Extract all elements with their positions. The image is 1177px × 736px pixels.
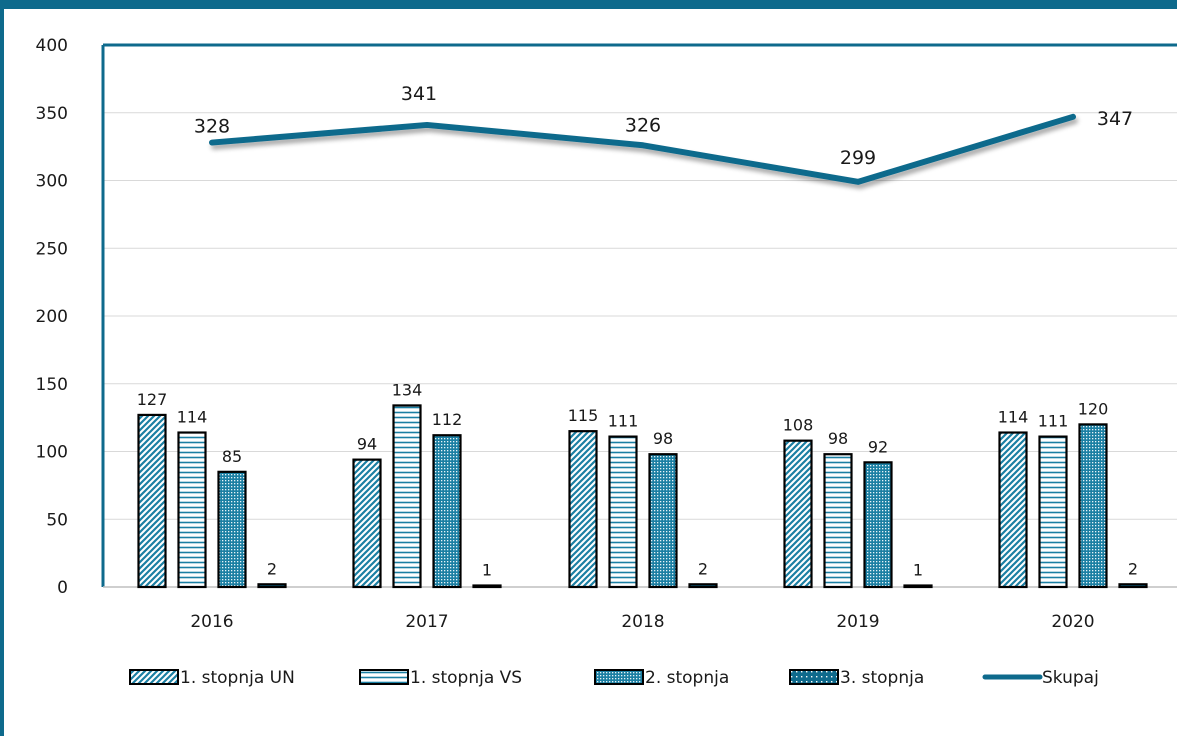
plot-area-border [101, 43, 1177, 587]
legend-swatch [594, 669, 644, 685]
bar [903, 584, 933, 589]
y-tick-label: 0 [57, 578, 68, 598]
bar-data-label: 2 [1128, 559, 1138, 578]
bar [783, 439, 813, 589]
bar [392, 404, 422, 589]
y-tick-label: 200 [36, 307, 68, 327]
x-tick-label: 2016 [190, 612, 233, 632]
bar-data-label: 115 [568, 406, 599, 425]
x-tick-label: 2019 [836, 612, 879, 632]
x-axis: 2016 2017 2018 2019 2020 [103, 586, 1177, 632]
y-tick-label: 300 [36, 172, 68, 192]
line-data-label: 347 [1097, 108, 1133, 130]
x-tick-label: 2017 [405, 612, 448, 632]
bar [863, 461, 893, 589]
bar [352, 458, 382, 589]
bar-data-label: 1 [913, 561, 923, 580]
bar [472, 584, 502, 589]
bar-data-label: 134 [392, 380, 423, 399]
x-tick-label: 2018 [621, 612, 664, 632]
legend-label: Skupaj [1042, 668, 1099, 688]
bar-data-label: 111 [1038, 412, 1069, 431]
bar-data-label: 98 [653, 429, 673, 448]
bar [823, 453, 853, 589]
legend-label: 1. stopnja UN [180, 668, 295, 688]
bar [1118, 583, 1148, 589]
line-series [209, 113, 1076, 185]
bar-data-label: 127 [137, 390, 168, 409]
bar [998, 431, 1028, 589]
bar-series [137, 404, 1148, 589]
bar-data-label: 94 [357, 435, 377, 454]
legend-swatch [789, 669, 839, 685]
bar-data-label: 114 [998, 408, 1029, 427]
bar [688, 583, 718, 589]
bar-data-label: 120 [1078, 399, 1109, 418]
bar-data-label: 92 [868, 437, 888, 456]
x-tick-label: 2020 [1051, 612, 1094, 632]
y-tick-label: 100 [36, 443, 68, 463]
y-axis: 0 50 100 150 200 250 300 350 400 [36, 36, 68, 598]
legend-label: 1. stopnja VS [410, 668, 522, 688]
line-data-labels: 328 341 326 299 347 [194, 83, 1133, 169]
line-data-label: 326 [625, 114, 661, 136]
y-tick-label: 400 [36, 36, 68, 56]
bar [137, 413, 167, 589]
y-tick-label: 250 [36, 239, 68, 259]
bar-data-label: 2 [698, 559, 708, 578]
bar [648, 453, 678, 589]
bar [608, 435, 638, 589]
bar-data-label: 111 [608, 412, 639, 431]
bar [432, 434, 462, 589]
line-series-skupaj [209, 113, 1076, 185]
bar [177, 431, 207, 589]
frame-left-border [0, 0, 4, 736]
line-data-label: 299 [840, 147, 876, 169]
y-tick-label: 50 [46, 510, 68, 530]
bar [1078, 423, 1108, 589]
legend: 1. stopnja UN 1. stopnja VS 2. stopnja 3. s… [129, 668, 1099, 688]
legend-label: 3. stopnja [840, 668, 924, 688]
bar-data-label: 2 [267, 559, 277, 578]
gridlines [103, 112, 1177, 520]
legend-label: 2. stopnja [645, 668, 729, 688]
line-data-label: 341 [401, 83, 437, 105]
bar [1038, 435, 1068, 589]
bar-data-label: 1 [482, 561, 492, 580]
legend-swatch [359, 669, 409, 685]
bar [257, 583, 287, 589]
bar-data-label: 112 [432, 410, 463, 429]
bar-data-label: 85 [222, 447, 242, 466]
bar-data-label: 98 [828, 429, 848, 448]
y-tick-label: 350 [36, 104, 68, 124]
bar-data-label: 108 [783, 416, 814, 435]
line-data-label: 328 [194, 116, 230, 138]
bar [568, 430, 598, 589]
bar-data-label: 114 [177, 408, 208, 427]
bar [217, 470, 247, 589]
frame-top-bar [0, 0, 1177, 9]
y-tick-label: 150 [36, 375, 68, 395]
legend-swatch [129, 669, 179, 685]
